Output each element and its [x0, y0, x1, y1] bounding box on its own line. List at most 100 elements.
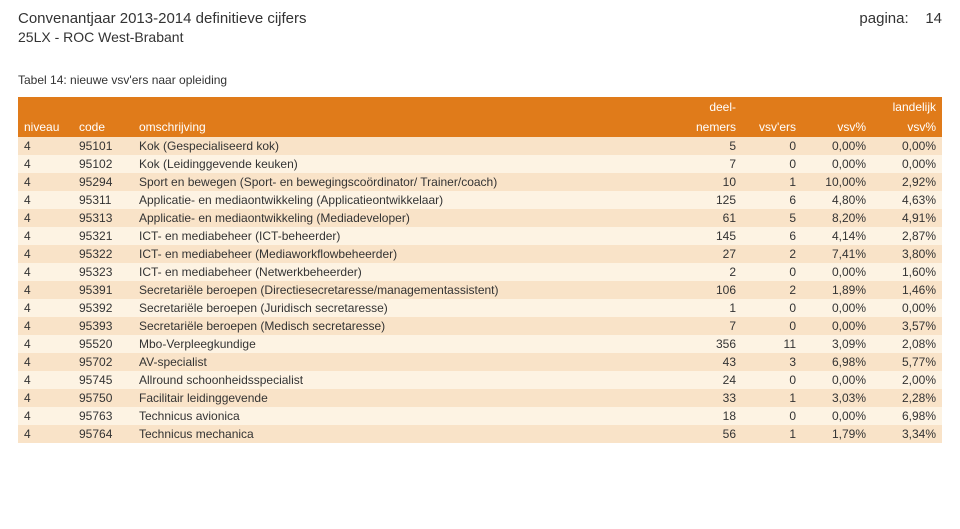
cell-niveau: 4 [18, 335, 73, 353]
cell-desc: Secretariële beroepen (Juridisch secreta… [133, 299, 672, 317]
col-niveau: niveau [18, 97, 73, 137]
cell-niveau: 4 [18, 425, 73, 443]
cell-vsvpct: 4,14% [802, 227, 872, 245]
cell-vsvpct: 0,00% [802, 317, 872, 335]
cell-vsvpct: 0,00% [802, 137, 872, 155]
cell-desc: Technicus avionica [133, 407, 672, 425]
table-row: 495702AV-specialist4336,98%5,77% [18, 353, 942, 371]
table-row: 495101Kok (Gespecialiseerd kok)500,00%0,… [18, 137, 942, 155]
cell-deelnemers: 10 [672, 173, 742, 191]
cell-deelnemers: 7 [672, 317, 742, 335]
cell-vsvers: 3 [742, 353, 802, 371]
cell-deelnemers: 7 [672, 155, 742, 173]
cell-code: 95313 [73, 209, 133, 227]
cell-vsvpct: 6,98% [802, 353, 872, 371]
cell-vsvers: 1 [742, 425, 802, 443]
cell-deelnemers: 18 [672, 407, 742, 425]
cell-niveau: 4 [18, 353, 73, 371]
cell-vsvpct: 0,00% [802, 371, 872, 389]
cell-vsvpct: 0,00% [802, 299, 872, 317]
col-desc: omschrijving [133, 97, 672, 137]
col-vsvers: vsv'ers [742, 117, 802, 137]
col-blank1 [742, 97, 802, 117]
cell-deelnemers: 145 [672, 227, 742, 245]
cell-niveau: 4 [18, 173, 73, 191]
cell-land: 2,08% [872, 335, 942, 353]
cell-deelnemers: 5 [672, 137, 742, 155]
cell-code: 95102 [73, 155, 133, 173]
cell-desc: ICT- en mediabeheer (Mediaworkflowbeheer… [133, 245, 672, 263]
cell-land: 4,91% [872, 209, 942, 227]
cell-deelnemers: 2 [672, 263, 742, 281]
cell-land: 0,00% [872, 299, 942, 317]
cell-vsvers: 2 [742, 281, 802, 299]
table-row: 495750Facilitair leidinggevende3313,03%2… [18, 389, 942, 407]
table-row: 495322ICT- en mediabeheer (Mediaworkflow… [18, 245, 942, 263]
cell-niveau: 4 [18, 245, 73, 263]
subtitle: 25LX - ROC West-Brabant [18, 29, 942, 45]
cell-niveau: 4 [18, 227, 73, 245]
vsv-table: niveau code omschrijving deel- landelijk… [18, 97, 942, 443]
cell-code: 95294 [73, 173, 133, 191]
cell-code: 95763 [73, 407, 133, 425]
cell-niveau: 4 [18, 299, 73, 317]
cell-desc: Facilitair leidinggevende [133, 389, 672, 407]
table-row: 495323ICT- en mediabeheer (Netwerkbeheer… [18, 263, 942, 281]
cell-code: 95311 [73, 191, 133, 209]
table-caption: Tabel 14: nieuwe vsv'ers naar opleiding [18, 73, 942, 87]
cell-code: 95393 [73, 317, 133, 335]
cell-code: 95322 [73, 245, 133, 263]
cell-niveau: 4 [18, 263, 73, 281]
cell-niveau: 4 [18, 191, 73, 209]
table-row: 495321ICT- en mediabeheer (ICT-beheerder… [18, 227, 942, 245]
cell-land: 3,57% [872, 317, 942, 335]
cell-niveau: 4 [18, 317, 73, 335]
cell-land: 0,00% [872, 155, 942, 173]
cell-desc: Technicus mechanica [133, 425, 672, 443]
cell-land: 2,28% [872, 389, 942, 407]
page-label: pagina: [859, 10, 908, 27]
cell-code: 95702 [73, 353, 133, 371]
cell-desc: ICT- en mediabeheer (Netwerkbeheerder) [133, 263, 672, 281]
cell-niveau: 4 [18, 209, 73, 227]
cell-code: 95321 [73, 227, 133, 245]
page-number: 14 [925, 10, 942, 27]
cell-desc: AV-specialist [133, 353, 672, 371]
cell-vsvers: 1 [742, 389, 802, 407]
cell-code: 95745 [73, 371, 133, 389]
table-row: 495313Applicatie- en mediaontwikkeling (… [18, 209, 942, 227]
cell-vsvpct: 10,00% [802, 173, 872, 191]
cell-vsvpct: 3,09% [802, 335, 872, 353]
cell-desc: Secretariële beroepen (Directiesecretare… [133, 281, 672, 299]
cell-land: 1,46% [872, 281, 942, 299]
table-row: 495393Secretariële beroepen (Medisch sec… [18, 317, 942, 335]
cell-vsvpct: 4,80% [802, 191, 872, 209]
cell-code: 95323 [73, 263, 133, 281]
cell-desc: Applicatie- en mediaontwikkeling (Applic… [133, 191, 672, 209]
cell-desc: Allround schoonheidsspecialist [133, 371, 672, 389]
table-head: niveau code omschrijving deel- landelijk… [18, 97, 942, 137]
cell-vsvers: 0 [742, 317, 802, 335]
cell-vsvpct: 8,20% [802, 209, 872, 227]
cell-vsvers: 0 [742, 299, 802, 317]
cell-deelnemers: 125 [672, 191, 742, 209]
cell-niveau: 4 [18, 389, 73, 407]
cell-deelnemers: 27 [672, 245, 742, 263]
cell-niveau: 4 [18, 371, 73, 389]
cell-niveau: 4 [18, 407, 73, 425]
col-code: code [73, 97, 133, 137]
cell-vsvpct: 1,89% [802, 281, 872, 299]
table-row: 495102Kok (Leidinggevende keuken)700,00%… [18, 155, 942, 173]
cell-niveau: 4 [18, 281, 73, 299]
cell-vsvers: 11 [742, 335, 802, 353]
cell-vsvpct: 0,00% [802, 407, 872, 425]
cell-vsvers: 0 [742, 407, 802, 425]
cell-vsvpct: 1,79% [802, 425, 872, 443]
cell-land: 3,34% [872, 425, 942, 443]
table-row: 495763Technicus avionica1800,00%6,98% [18, 407, 942, 425]
cell-deelnemers: 33 [672, 389, 742, 407]
cell-land: 2,00% [872, 371, 942, 389]
title-left: Convenantjaar 2013-2014 definitieve cijf… [18, 10, 307, 27]
cell-deelnemers: 356 [672, 335, 742, 353]
table-row: 495520Mbo-Verpleegkundige356113,09%2,08% [18, 335, 942, 353]
